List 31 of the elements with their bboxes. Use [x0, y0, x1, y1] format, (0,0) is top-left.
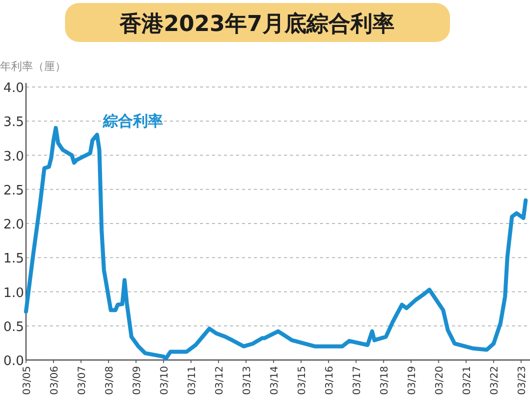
x-tick-label: 03/12: [214, 366, 226, 395]
x-tick-label: 03/10: [160, 366, 171, 395]
y-tick-label: 3.5: [3, 115, 24, 130]
x-tick-label: 03/18: [380, 366, 391, 395]
x-tick-label: 03/13: [242, 366, 254, 395]
y-tick-label: 2.0: [3, 218, 24, 232]
y-tick-label: 2.5: [3, 183, 24, 198]
x-tick-label: 03/06: [50, 366, 61, 395]
x-tick-label: 03/07: [77, 366, 88, 395]
y-tick-label: 1.5: [3, 252, 24, 267]
x-tick-label: 03/11: [187, 366, 198, 395]
x-tick-label: 03/17: [352, 366, 364, 395]
x-tick-label: 03/08: [104, 366, 116, 395]
chart-title: 香港2023年7月底綜合利率: [118, 11, 394, 37]
x-tick-label: 03/21: [462, 366, 474, 395]
y-axis-title: 年利率（厘）: [0, 60, 66, 73]
series-label: 綜合利率: [102, 112, 163, 130]
x-tick-label: 03/09: [132, 366, 144, 395]
y-tick-label: 0.0: [3, 354, 24, 369]
y-tick-label: 1.0: [3, 286, 24, 301]
x-tick-label: 03/14: [270, 366, 281, 395]
y-tick-label: 3.0: [3, 149, 24, 164]
x-tick-label: 03/20: [434, 366, 446, 395]
x-tick-label: 03/19: [407, 366, 418, 395]
x-tick-label: 03/15: [297, 366, 308, 395]
y-tick-label: 4.0: [3, 81, 24, 96]
x-tick-label: 03/23: [517, 366, 528, 395]
x-tick-label: 03/16: [324, 366, 336, 395]
x-tick-label: 03/05: [22, 366, 33, 395]
x-tick-label: 03/22: [490, 366, 501, 395]
y-tick-label: 0.5: [3, 320, 24, 335]
